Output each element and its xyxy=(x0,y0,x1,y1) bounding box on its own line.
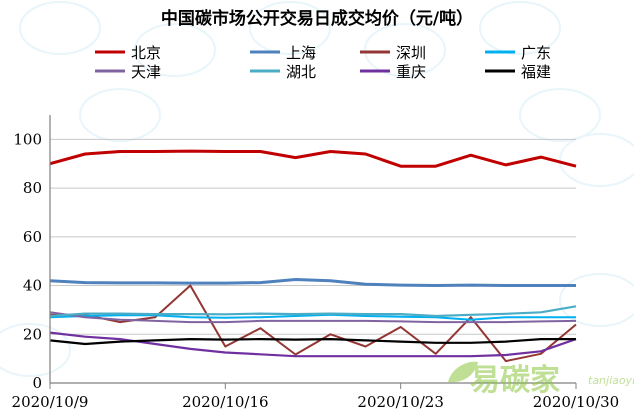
y-tick-label: 60 xyxy=(23,228,42,246)
brand-watermark-text: 易碳家 xyxy=(470,363,560,398)
legend-label: 上海 xyxy=(286,44,316,62)
series-line-北京 xyxy=(49,149,577,168)
watermark-circle xyxy=(79,88,161,142)
y-tick-label: 40 xyxy=(23,277,42,295)
watermark-circle xyxy=(364,23,446,77)
legend-label: 天津 xyxy=(131,63,161,81)
legend-label: 湖北 xyxy=(286,63,316,81)
x-tick-label: 2020/10/9 xyxy=(12,393,89,411)
legend-label: 北京 xyxy=(131,44,161,62)
series-line-广东 xyxy=(49,313,576,321)
legend-label: 广东 xyxy=(521,44,551,62)
brand-watermark: 易碳家 tanjiaoyi xyxy=(448,361,634,398)
axes xyxy=(49,115,577,389)
y-tick-labels: 0 20 40 60 80 100 xyxy=(13,130,42,392)
x-tick-label: 2020/10/23 xyxy=(357,393,443,411)
y-tick-label: 100 xyxy=(13,130,42,148)
watermark-circle xyxy=(559,273,634,327)
series-line-上海 xyxy=(49,278,576,287)
background-watermark xyxy=(0,1,634,377)
legend-label: 重庆 xyxy=(396,63,426,81)
series-line-深圳 xyxy=(50,284,577,363)
watermark-circle xyxy=(134,23,216,77)
legend-label: 深圳 xyxy=(396,44,426,62)
watermark-circle xyxy=(559,133,634,187)
series-line-湖北 xyxy=(49,305,577,318)
watermark-circle xyxy=(19,1,101,55)
series-lines xyxy=(49,149,577,363)
watermark-circle xyxy=(479,1,561,55)
series-line-天津 xyxy=(49,311,577,324)
watermark-circle xyxy=(0,323,71,377)
x-tick-labels: 2020/10/9 2020/10/16 2020/10/23 2020/10/30 xyxy=(12,393,620,411)
x-tick-label: 2020/10/30 xyxy=(533,393,619,411)
leaf-icon xyxy=(448,361,478,383)
gridlines xyxy=(50,138,576,335)
y-tick-label: 0 xyxy=(32,374,42,392)
x-tick-label: 2020/10/16 xyxy=(182,393,268,411)
y-tick-label: 80 xyxy=(23,179,42,197)
legend-label: 福建 xyxy=(521,63,551,81)
series-line-福建 xyxy=(49,338,576,346)
watermark-circle xyxy=(519,88,601,142)
watermark-circle xyxy=(249,1,331,55)
y-tick-label: 20 xyxy=(23,325,42,343)
brand-domain-text: tanjiaoyi xyxy=(588,374,634,387)
chart-title: 中国碳市场公开交易日成交均价（元/吨） xyxy=(161,8,473,29)
